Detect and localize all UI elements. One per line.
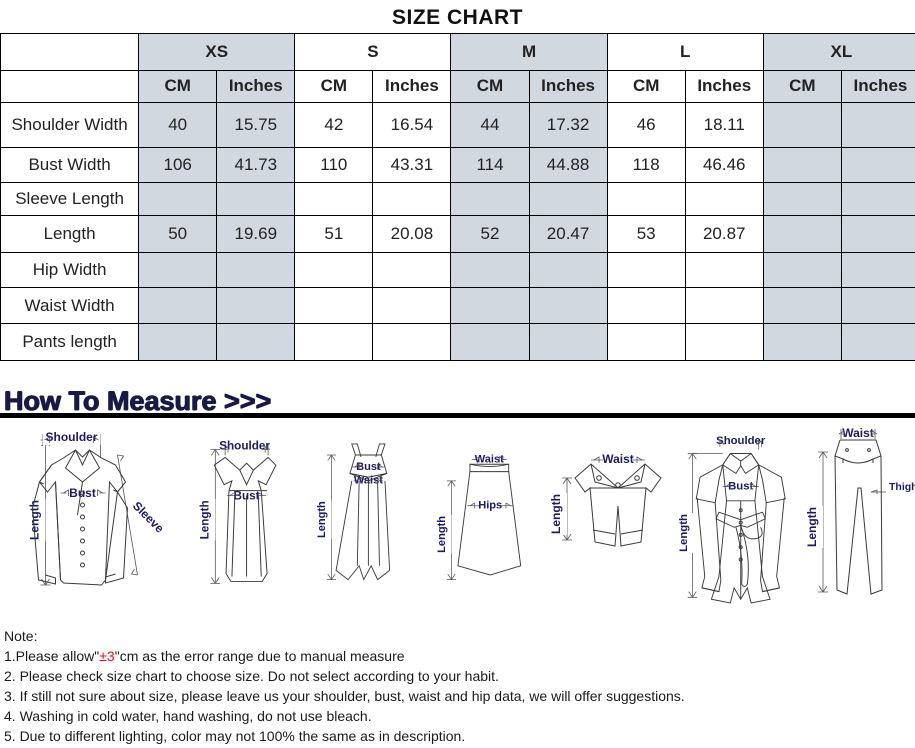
svg-text:Bust: Bust (728, 480, 753, 492)
svg-text:Waist: Waist (842, 426, 874, 440)
svg-text:Thigh: Thigh (889, 481, 915, 493)
svg-text:Bust: Bust (69, 486, 96, 500)
svg-text:Length: Length (316, 501, 328, 538)
svg-text:Length: Length (198, 500, 211, 539)
svg-text:Shoulder: Shoulder (219, 440, 270, 453)
svg-text:Shoulder: Shoulder (45, 430, 97, 444)
svg-text:Length: Length (678, 514, 690, 552)
svg-text:Length: Length (549, 494, 563, 534)
svg-text:Hips: Hips (478, 500, 502, 512)
svg-text:Length: Length (436, 516, 448, 553)
svg-text:Waist: Waist (602, 452, 634, 466)
svg-text:Shoulder: Shoulder (716, 435, 766, 447)
svg-text:Sleeve: Sleeve (130, 499, 167, 536)
svg-text:Length: Length (805, 507, 819, 547)
